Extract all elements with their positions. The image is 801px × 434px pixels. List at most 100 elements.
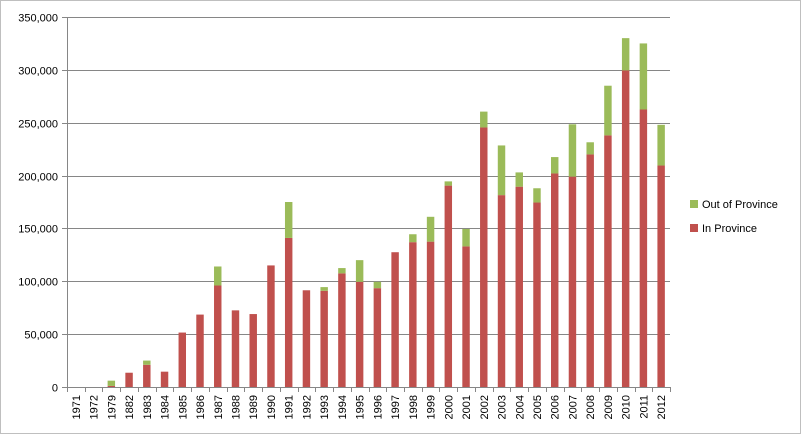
x-tick-label: 1998 [408,395,420,419]
bar-in-province [267,265,275,387]
bar-out-of-province [515,172,523,187]
bar-in-province [320,290,328,387]
bar-in-province [586,154,594,387]
y-tick-label: 300,000 [18,66,58,78]
y-tick-label: 50,000 [24,330,58,342]
bar-in-province [373,288,382,387]
x-tick-label: 1979 [106,395,118,419]
x-tick-label: 1994 [337,395,349,419]
bar-out-of-province [621,38,630,71]
x-tick-label: 1997 [390,395,402,419]
legend-label: In Province [702,223,757,235]
x-tick-label: 1992 [301,395,313,419]
y-tick-label: 350,000 [18,13,58,25]
legend-swatch [690,200,698,208]
x-tick-label: 1972 [89,395,101,419]
bar-in-province [391,252,399,387]
bar-in-province [178,332,187,387]
bar-in-province [462,246,470,387]
x-tick-label: 2003 [497,395,509,419]
x-tick-label: 1971 [71,395,83,419]
bar-in-province [409,242,417,387]
bar-in-province [125,372,133,387]
bar-out-of-province [657,124,665,166]
bar-out-of-province [550,157,559,174]
bar-in-province [160,371,169,387]
bar-out-of-province [426,216,435,242]
x-tick-label: 1999 [426,395,438,419]
x-tick-label: 1991 [284,395,296,419]
bar-in-province [355,281,364,387]
bar-in-province [444,185,453,387]
y-tick-label: 200,000 [18,172,58,184]
x-tick-label: 2007 [567,395,579,419]
bar-in-province [284,237,293,387]
x-tick-label: 1989 [248,395,260,419]
bar-out-of-province [568,124,577,177]
y-tick-label: 0 [52,383,58,395]
bar-in-province [426,241,435,387]
x-tick-label: 2009 [603,395,615,419]
bar-out-of-province [355,260,364,282]
y-tick-label: 150,000 [18,224,58,236]
bar-out-of-province [480,111,488,128]
x-tick-label: 2012 [656,395,668,419]
bar-out-of-province [462,228,470,247]
x-tick-label: 1990 [266,395,278,419]
y-tick-label: 100,000 [18,277,58,289]
bar-in-province [143,364,151,387]
bar-in-province [621,70,630,387]
legend-label: Out of Province [702,199,778,211]
bar-out-of-province [338,268,346,274]
x-tick-label: 1984 [160,395,172,419]
x-tick-label: 1987 [213,395,225,419]
x-tick-label: 1985 [177,395,189,419]
bar-in-province [214,285,222,387]
bar-in-province [480,127,488,387]
x-tick-label: 2002 [479,395,491,419]
bar-in-province [302,290,311,387]
bar-out-of-province [284,202,293,238]
bar-out-of-province [497,145,506,196]
x-tick-label: 1995 [355,395,367,419]
x-tick-label: 1996 [372,395,384,419]
x-tick-label: 1882 [124,395,136,419]
x-tick-label: 1993 [319,395,331,419]
x-tick-label: 1983 [142,395,154,419]
bar-out-of-province [143,360,151,365]
bar-out-of-province [107,380,116,386]
x-tick-label: 1986 [195,395,207,419]
x-tick-label: 1988 [230,395,242,419]
bar-in-province [550,173,559,387]
bar-in-province [231,310,240,387]
bar-in-province [249,314,257,387]
bar-in-province [107,385,116,387]
bar-out-of-province [533,188,541,203]
bar-in-province [196,314,204,387]
bar-out-of-province [214,266,222,286]
bar-out-of-province [639,43,648,110]
bar-in-province [497,195,506,387]
bar-out-of-province [604,85,612,136]
bar-in-province [338,273,346,387]
x-tick-label: 2000 [443,395,455,419]
bar-out-of-province [409,234,417,243]
bar-out-of-province [586,142,594,155]
bar-in-province [639,109,648,387]
x-tick-label: 2004 [514,395,526,419]
bar-out-of-province [320,287,328,291]
bar-in-province [568,176,577,387]
y-tick-label: 250,000 [18,119,58,131]
bar-in-province [515,186,523,387]
x-tick-label: 2008 [585,395,597,419]
bar-out-of-province [373,281,382,289]
x-tick-label: 2006 [550,395,562,419]
bar-in-province [533,202,541,387]
x-tick-label: 2005 [532,395,544,419]
bar-in-province [657,165,665,387]
x-tick-label: 2010 [621,395,633,419]
x-tick-label: 2011 [638,395,650,419]
bar-out-of-province [444,181,453,186]
